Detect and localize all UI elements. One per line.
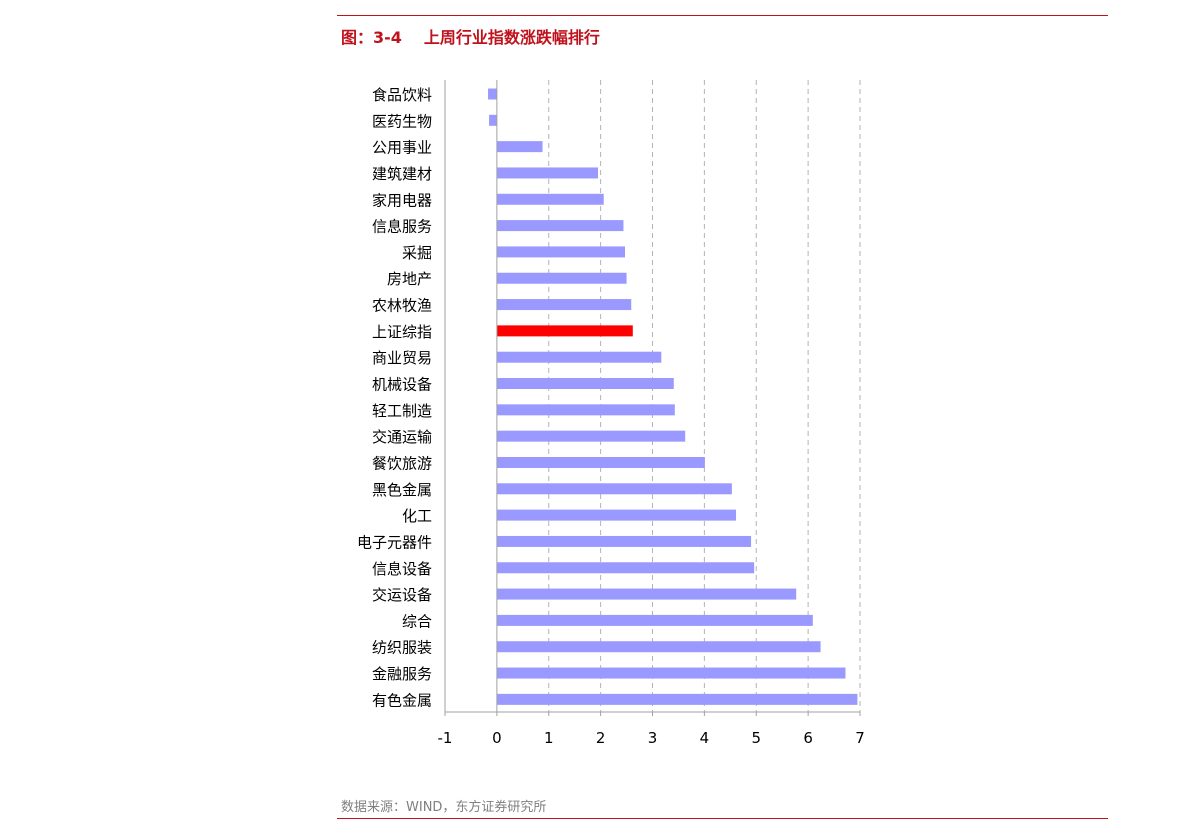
bar-农林牧渔 <box>496 299 632 311</box>
bar-上证综指 <box>496 325 633 337</box>
category-label: 综合 <box>402 612 432 630</box>
bar-建筑建材 <box>496 167 599 179</box>
category-label: 家用电器 <box>372 191 432 209</box>
bar-公用事业 <box>496 141 543 153</box>
category-label: 房地产 <box>387 270 432 288</box>
x-tick-label: 6 <box>803 729 813 747</box>
category-label: 机械设备 <box>372 376 432 394</box>
category-label: 商业贸易 <box>372 349 432 367</box>
category-label: 建筑建材 <box>372 165 432 183</box>
x-tick-label: 5 <box>751 729 761 747</box>
bar-信息设备 <box>496 562 755 574</box>
bar-纺织服装 <box>496 641 821 653</box>
category-label: 餐饮旅游 <box>372 454 432 472</box>
category-label: 农林牧渔 <box>372 297 432 315</box>
category-label: 化工 <box>402 507 432 525</box>
category-label: 上证综指 <box>372 323 432 341</box>
bar-商业贸易 <box>496 351 662 363</box>
category-label: 采掘 <box>402 244 432 262</box>
category-label: 信息设备 <box>372 560 432 578</box>
figure-title: 图：3-4 上周行业指数涨跌幅排行 <box>341 24 600 48</box>
category-label: 医药生物 <box>372 112 432 130</box>
bar-综合 <box>496 614 813 626</box>
x-tick-label: 0 <box>492 729 502 747</box>
x-tick-label: 7 <box>855 729 865 747</box>
x-tick-label: 4 <box>700 729 710 747</box>
figure-title-text: 上周行业指数涨跌幅排行 <box>423 28 600 47</box>
bar-化工 <box>496 509 737 521</box>
bar-机械设备 <box>496 378 674 390</box>
category-label: 轻工制造 <box>372 402 432 420</box>
category-label: 交通运输 <box>372 428 432 446</box>
bar-金融服务 <box>496 667 846 679</box>
bar-交运设备 <box>496 588 797 600</box>
bar-餐饮旅游 <box>496 456 705 468</box>
bar-房地产 <box>496 272 627 284</box>
bottom-rule <box>337 818 1108 819</box>
category-label: 金融服务 <box>372 665 432 683</box>
x-tick-label: 1 <box>544 729 554 747</box>
category-label: 信息服务 <box>372 218 432 236</box>
category-label: 食品饮料 <box>372 86 432 104</box>
category-label: 公用事业 <box>372 139 432 157</box>
x-tick-label: 2 <box>596 729 606 747</box>
top-rule <box>337 15 1108 16</box>
source-note: 数据来源：WIND，东方证券研究所 <box>341 800 547 815</box>
category-label: 交运设备 <box>372 586 432 604</box>
category-label: 纺织服装 <box>372 639 432 657</box>
x-tick-label: 3 <box>648 729 658 747</box>
bar-医药生物 <box>489 114 497 126</box>
x-tick-label: -1 <box>438 729 453 747</box>
bar-采掘 <box>496 246 626 258</box>
bar-食品饮料 <box>488 88 497 100</box>
bar-有色金属 <box>496 693 858 705</box>
figure-label: 图：3-4 <box>341 28 402 47</box>
bar-电子元器件 <box>496 535 752 547</box>
bar-黑色金属 <box>496 483 732 495</box>
category-label: 黑色金属 <box>372 481 432 499</box>
category-label: 有色金属 <box>372 691 432 709</box>
bar-交通运输 <box>496 430 686 442</box>
bar-轻工制造 <box>496 404 675 416</box>
bar-信息服务 <box>496 220 624 232</box>
bar-家用电器 <box>496 193 604 205</box>
category-label: 电子元器件 <box>357 533 432 551</box>
